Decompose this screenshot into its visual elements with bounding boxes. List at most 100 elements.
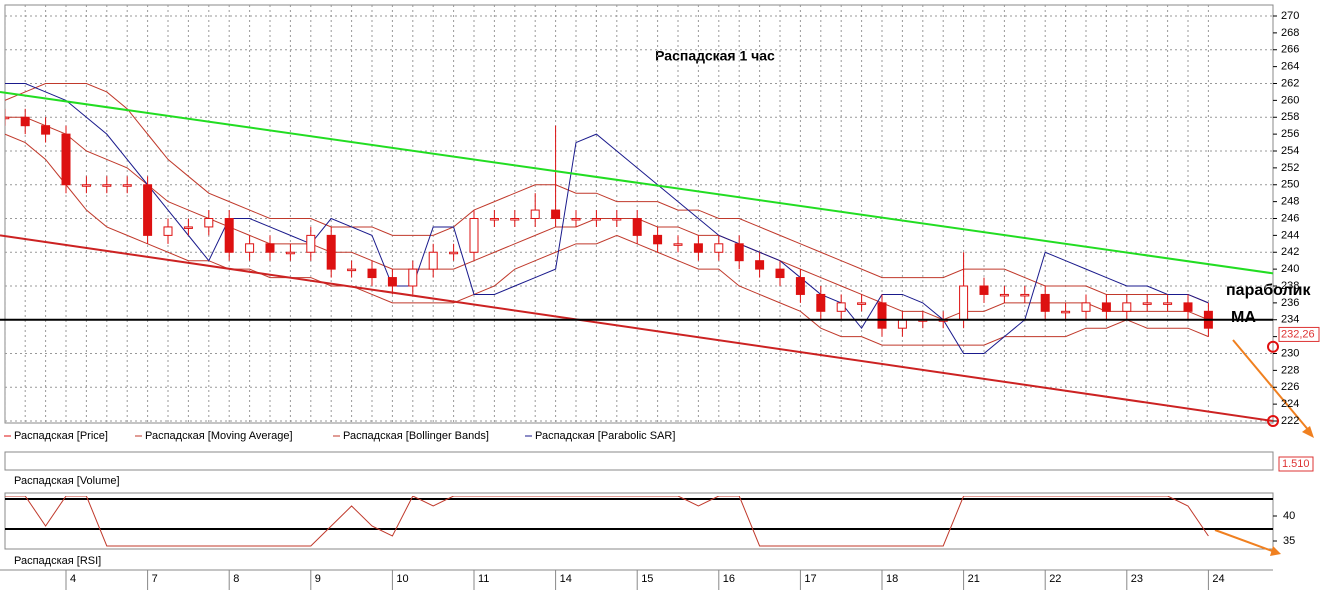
candle-body [530,209,540,219]
candle-body [204,218,214,228]
candle-body [734,243,744,262]
y-tick-label: 264 [1281,61,1299,73]
candle-body [1081,302,1091,312]
candle-body [551,209,561,219]
y-tick-label: 254 [1281,145,1299,157]
y-tick-label: 222 [1281,415,1299,427]
candle-body [816,293,826,312]
x-tick-label: 18 [886,573,898,585]
volume-pane [4,451,1274,471]
price-pane [4,4,1274,424]
candle-body [979,285,989,295]
x-tick-label: 15 [641,573,653,585]
legend-entry: Распадская [Bollinger Bands] [343,430,489,442]
candle-body [347,268,357,272]
bollinger-lower [5,133,1209,346]
x-tick-label: 22 [1049,573,1061,585]
bollinger-upper [5,83,1209,304]
candle-body [653,234,663,245]
candle-body [61,133,71,186]
candle-body [81,184,91,187]
x-tick-label: 11 [478,573,489,585]
pane-label: Распадская [Volume] [14,475,120,487]
candle-body [20,116,30,127]
x-tick-label: 17 [804,573,816,585]
y-tick-label: 260 [1281,94,1299,106]
moving-average [5,116,1209,321]
y-tick-label: 230 [1281,347,1299,359]
y-tick-label: 266 [1281,44,1299,56]
x-tick-label: 23 [1131,573,1143,585]
y-tick-label: 248 [1281,196,1299,208]
candle-body [571,218,581,221]
legend-entry: Распадская [Price] [14,430,108,442]
candle-body [1061,310,1071,314]
y-tick-label: 226 [1281,381,1299,393]
x-tick-label: 21 [968,573,980,585]
y-tick-label: 246 [1281,212,1299,224]
x-tick-label: 9 [315,573,321,585]
y-tick-label: 238 [1281,280,1299,292]
candle-body [306,234,316,253]
candle-body [1040,293,1050,312]
candle-body [1142,302,1152,305]
candle-body [999,293,1009,297]
x-tick-label: 16 [723,573,735,585]
candle-body [1122,302,1132,312]
y-tick-label: 270 [1281,10,1299,22]
y-tick-label: 252 [1281,162,1299,174]
parabolic-sar [5,83,1209,354]
candle-body [775,268,785,279]
candle-body [163,226,173,236]
price-marker [1278,326,1320,342]
rsi-line [5,496,1209,547]
legend-entry: Распадская [Moving Average] [145,430,293,442]
annotation: MA [1231,309,1256,326]
candle-body [367,268,377,279]
volume-marker [1278,456,1314,472]
candle-body [183,226,193,229]
candle-body [877,302,887,329]
candle-body [755,260,765,270]
trend-line [0,90,1274,275]
candle-body [959,285,969,321]
y-tick-label: 244 [1281,229,1299,241]
candle-body [836,302,846,312]
price-plot [5,5,1273,423]
axis-marker [1267,340,1279,353]
candle-body [897,319,907,329]
candle-body [143,184,153,236]
x-tick-label: 8 [233,573,239,585]
candle-body [428,251,438,270]
candle-body [714,243,724,253]
candle-body [1163,302,1173,305]
y-tick-label: 40 [1283,510,1295,522]
candle-body [265,243,275,253]
y-tick-label: 256 [1281,128,1299,140]
x-tick-label: 10 [396,573,408,585]
candle-body [285,251,295,255]
y-tick-label: 250 [1281,179,1299,191]
x-tick-label: 4 [70,573,76,585]
y-tick-label: 35 [1283,535,1295,547]
y-tick-label: 236 [1281,297,1299,309]
candle-body [224,218,234,253]
candle-body [408,268,418,287]
trend-line [0,234,1274,422]
candle-body [387,277,397,287]
candle-body [326,234,336,270]
candle-body [41,125,51,135]
candle-body [1183,302,1193,312]
y-tick-label: 258 [1281,111,1299,123]
rsi-pane [4,492,1274,550]
candle-body [102,184,112,187]
volume-marker-label: 1.510 [1282,458,1310,470]
y-tick-label: 268 [1281,27,1299,39]
y-tick-label: 228 [1281,364,1299,376]
candle-body [122,184,132,187]
candle-body [795,277,805,295]
candle-body [5,116,10,120]
legend-entry: Распадская [Parabolic SAR] [535,430,675,442]
rsi-plot [5,496,1209,547]
y-tick-label: 224 [1281,398,1299,410]
